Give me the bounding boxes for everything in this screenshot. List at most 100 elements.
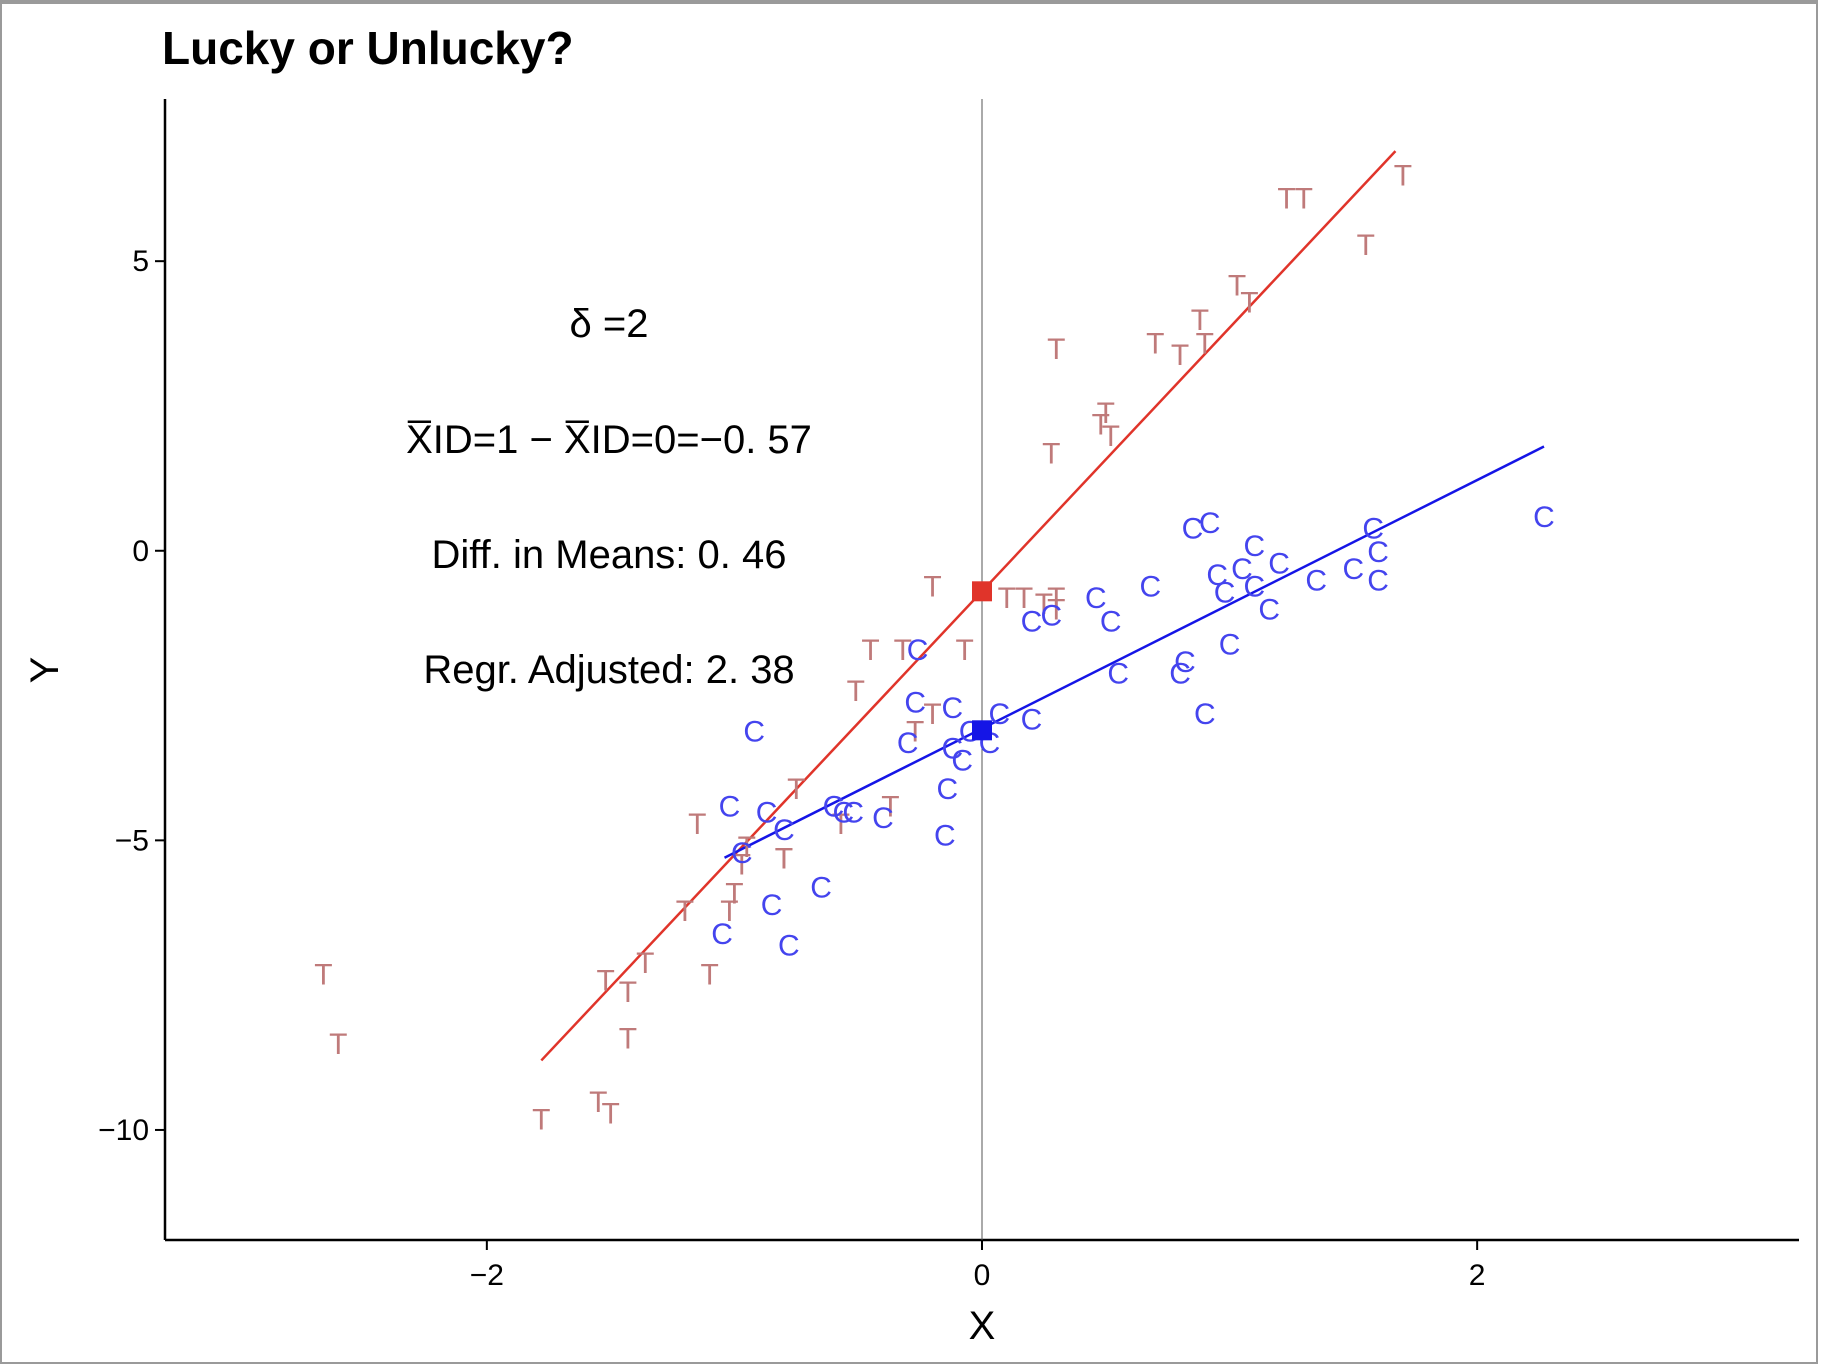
point-control: C: [1214, 576, 1236, 609]
point-control: C: [1367, 536, 1389, 569]
point-control: C: [719, 791, 741, 824]
point-control: C: [941, 692, 963, 725]
point-treated: T: [832, 808, 850, 841]
point-control: C: [897, 727, 919, 760]
point-treated: T: [1357, 229, 1375, 262]
point-treated: T: [1047, 582, 1065, 615]
point-treated: T: [1191, 304, 1209, 337]
annotation-delta: δ =2: [570, 302, 649, 346]
point-treated: T: [601, 1098, 619, 1131]
point-treated: T: [314, 959, 332, 992]
point-control: C: [1305, 565, 1327, 598]
point-control: C: [872, 802, 894, 835]
point-control: C: [1243, 571, 1265, 604]
point-control: C: [711, 918, 733, 951]
point-control: C: [934, 820, 956, 853]
point-treated: T: [881, 791, 899, 824]
fit-lines: [540, 150, 1545, 1062]
x-tick-label: −2: [470, 1259, 504, 1292]
point-treated: T: [1042, 437, 1060, 470]
point-treated: T: [847, 675, 865, 708]
point-treated: T: [532, 1103, 550, 1136]
point-treated: T: [1295, 182, 1313, 215]
point-treated: T: [1097, 397, 1115, 430]
point-control: C: [1533, 501, 1555, 534]
point-treated: T: [787, 773, 805, 806]
annotation-diff-means: Diff. in Means: 0. 46: [432, 533, 787, 577]
point-treated: T: [894, 634, 912, 667]
point-treated: T: [725, 877, 743, 910]
point-treated: T: [775, 843, 793, 876]
point-treated: T: [738, 831, 756, 864]
point-treated: T: [1092, 408, 1110, 441]
point-control: C: [842, 796, 864, 829]
point-treated: T: [1047, 333, 1065, 366]
point-treated: T: [733, 849, 751, 882]
chart-title: Lucky or Unlucky?: [162, 22, 574, 74]
point-treated: T: [688, 808, 706, 841]
point-control: C: [1243, 530, 1265, 563]
annotation-regr-adjusted: Regr. Adjusted: 2. 38: [423, 648, 794, 692]
point-control: C: [1268, 547, 1290, 580]
point-treated: T: [1171, 339, 1189, 372]
point-treated: T: [1102, 420, 1120, 453]
point-control: C: [773, 814, 795, 847]
point-treated: T: [676, 895, 694, 928]
point-control: C: [988, 698, 1010, 731]
point-treated: T: [329, 1028, 347, 1061]
point-treated: T: [1047, 594, 1065, 627]
point-treated: T: [1228, 269, 1246, 302]
point-control: C: [1199, 507, 1221, 540]
annotation-mean-diff-x: X̅ID=1 − X̅ID=0=−0. 57: [406, 418, 812, 462]
fit-line-control: [723, 445, 1545, 859]
fit-line-treated: [540, 150, 1397, 1062]
point-control: C: [1206, 559, 1228, 592]
point-control: C: [1231, 553, 1253, 586]
intercept-marker-treated: [972, 581, 992, 602]
point-control: C: [1021, 704, 1043, 737]
intercept-marker-control: [972, 720, 992, 741]
point-control: C: [1362, 513, 1384, 546]
point-control: C: [731, 837, 753, 870]
point-treated: T: [906, 715, 924, 748]
point-control: C: [1219, 628, 1241, 661]
point-control: C: [833, 796, 855, 829]
point-treated: T: [701, 959, 719, 992]
x-axis-title: X: [969, 1304, 996, 1348]
point-treated: T: [861, 634, 879, 667]
point-treated: T: [923, 571, 941, 604]
point-control: C: [951, 744, 973, 777]
point-control: C: [1182, 513, 1204, 546]
point-treated: T: [956, 634, 974, 667]
axes: −2 0 2 −10 −5 0 5: [98, 99, 1799, 1292]
point-control: C: [1343, 553, 1365, 586]
point-control: C: [1021, 605, 1043, 638]
point-control: C: [743, 715, 765, 748]
point-treated: T: [619, 976, 637, 1009]
point-treated: T: [775, 843, 793, 876]
point-treated: T: [1146, 327, 1164, 360]
point-control: C: [907, 634, 929, 667]
point-treated: T: [1035, 588, 1053, 621]
point-control: C: [904, 686, 926, 719]
point-control: C: [823, 791, 845, 824]
point-control: C: [1258, 594, 1280, 627]
point-treated: T: [1015, 582, 1033, 615]
point-treated: T: [597, 964, 615, 997]
point-control: C: [941, 733, 963, 766]
point-control: C: [756, 796, 778, 829]
point-control: C: [810, 872, 832, 905]
point-control: C: [937, 773, 959, 806]
point-treated: T: [636, 947, 654, 980]
point-control: C: [1040, 599, 1062, 632]
point-treated: T: [998, 582, 1016, 615]
point-treated: T: [1240, 287, 1258, 320]
intercept-markers: [972, 581, 992, 741]
point-control: C: [1169, 657, 1191, 690]
point-treated: T: [589, 1086, 607, 1119]
point-treated: T: [1277, 182, 1295, 215]
point-treated: T: [1196, 327, 1214, 360]
